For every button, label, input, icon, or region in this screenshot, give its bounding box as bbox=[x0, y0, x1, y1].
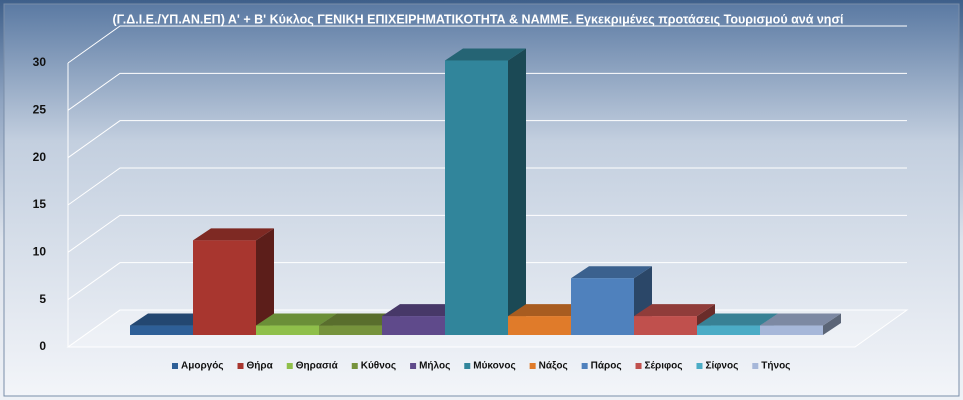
y-tick-label: 20 bbox=[33, 150, 47, 164]
y-tick-label: 15 bbox=[33, 197, 47, 211]
bar-top bbox=[130, 313, 211, 326]
legend-label: Μήλος bbox=[419, 361, 450, 372]
legend-swatch bbox=[635, 363, 642, 369]
legend-label: Κύθνος bbox=[361, 361, 396, 372]
legend-swatch bbox=[529, 363, 536, 369]
legend-swatch bbox=[464, 363, 471, 369]
legend-swatch bbox=[286, 363, 293, 369]
bar bbox=[445, 60, 508, 335]
legend-swatch bbox=[410, 363, 417, 369]
bar-top bbox=[445, 48, 526, 61]
bar-top bbox=[319, 313, 400, 326]
legend-swatch bbox=[172, 363, 178, 369]
bar bbox=[130, 325, 193, 335]
legend-label: Νάξος bbox=[539, 361, 568, 372]
bar bbox=[697, 325, 760, 335]
y-tick-label: 5 bbox=[39, 292, 46, 306]
legend-label: Πάρος bbox=[591, 361, 622, 372]
legend-label: Σίφνος bbox=[705, 361, 738, 372]
legend-label: Τήνος bbox=[761, 361, 790, 372]
legend-swatch bbox=[752, 363, 759, 369]
bar-side bbox=[508, 48, 526, 335]
y-tick-label: 30 bbox=[33, 55, 47, 69]
grid-line bbox=[67, 120, 907, 159]
bar bbox=[760, 325, 823, 335]
legend-swatch bbox=[351, 363, 358, 369]
chart-title: (Γ.Δ.Ι.Ε./ΥΠ.ΑΝ.ΕΠ) Α' + Β' Κύκλος ΓΕΝΙΚ… bbox=[113, 12, 844, 26]
bar bbox=[508, 316, 571, 335]
legend-label: Θηρασιά bbox=[296, 361, 339, 372]
bar-top bbox=[571, 266, 652, 279]
grid-line bbox=[67, 72, 907, 111]
bar-top bbox=[256, 313, 337, 326]
bar bbox=[193, 240, 256, 335]
bar-side bbox=[256, 228, 274, 335]
bar bbox=[382, 316, 445, 335]
bar-top bbox=[634, 304, 715, 317]
y-tick-label: 0 bbox=[39, 339, 46, 353]
grid-line bbox=[67, 262, 907, 301]
legend-label: Θήρα bbox=[247, 361, 274, 372]
legend-swatch bbox=[696, 363, 703, 369]
legend-label: Σέριφος bbox=[645, 361, 683, 372]
y-tick-label: 10 bbox=[33, 245, 47, 259]
bar bbox=[256, 325, 319, 335]
y-tick-label: 25 bbox=[33, 103, 47, 117]
bar-top bbox=[508, 304, 589, 317]
bar-top bbox=[193, 228, 274, 241]
bar-top bbox=[382, 304, 463, 317]
bar bbox=[571, 278, 634, 335]
bar bbox=[634, 316, 697, 335]
grid-line bbox=[67, 214, 907, 253]
legend-label: Αμοργός bbox=[181, 361, 224, 372]
bar-side bbox=[823, 313, 841, 335]
bar bbox=[319, 325, 382, 335]
grid-line bbox=[67, 167, 907, 206]
bar-top bbox=[697, 313, 778, 326]
bar-top bbox=[760, 313, 841, 326]
legend-swatch bbox=[581, 363, 588, 369]
legend-label: Μύκονος bbox=[473, 361, 515, 372]
grid-line bbox=[67, 25, 907, 64]
legend-swatch bbox=[237, 363, 244, 369]
